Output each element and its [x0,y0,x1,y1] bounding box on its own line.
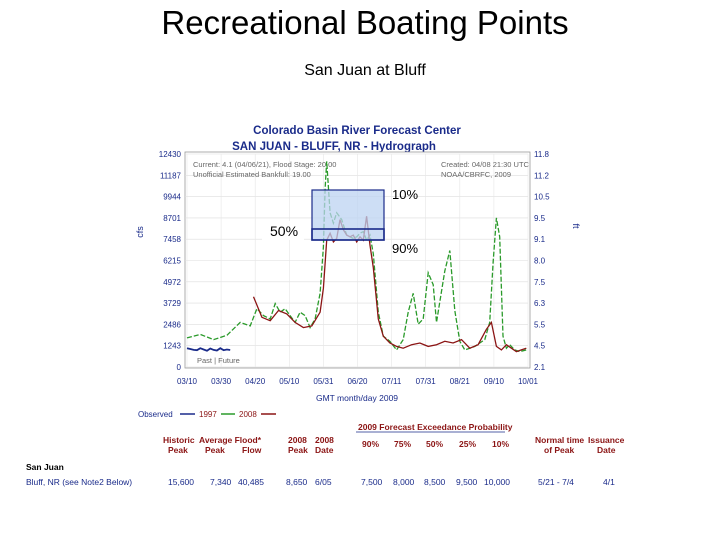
site-subname: Bluff, NR (see Note2 Below) [26,477,133,487]
p50-label: 50% [270,223,298,239]
series-line-2008 [252,216,527,353]
hdr-issuance-date: Date [597,445,616,455]
hdr-forecast: 2009 Forecast Exceedance Probability [358,422,513,432]
hdr-pct-50: 50% [426,439,444,449]
y-tick-label-right: 7.5 [534,278,546,287]
y-tick-label-right: 2.1 [534,363,546,372]
y-tick-label-left: 3729 [163,299,181,308]
site-name: San Juan [26,462,64,472]
legend-2008: 2008 [239,410,257,419]
hdr-pct-10: 10% [492,439,510,449]
y-tick-label-right: 9.5 [534,214,546,223]
hdr-normal-time: Normal time [535,435,585,445]
y-tick-label-right: 4.5 [534,342,546,351]
val-f90: 7,500 [361,477,383,487]
val-issuance: 4/1 [603,477,615,487]
y-axis-left-title: cfs [135,226,145,238]
past-future-label: Past | Future [197,356,240,365]
info-source: NOAA/CBRFC, 2009 [441,170,511,179]
x-axis-labels: 03/10 03/30 04/20 05/10 05/31 06/20 07/11 07/31… [177,377,539,386]
x-tick-label: 10/01 [518,377,539,386]
y-tick-label-right: 8.0 [534,257,546,266]
hdr-issuance: Issuance [588,435,625,445]
p90-label: 90% [392,241,418,256]
y-tick-label-left: 11187 [160,171,182,180]
hdr-pct-75: 75% [394,439,412,449]
y-tick-label-left: 8701 [163,214,181,223]
x-tick-label: 07/31 [416,377,437,386]
y-tick-label-left: 6215 [163,257,181,266]
y-axis-right-title: ft [571,223,581,229]
val-f25: 9,500 [456,477,478,487]
hdr-historic: Historic [163,435,195,445]
series-line-observed [186,347,231,352]
hdr-of-peak: of Peak [544,445,575,455]
exceedance-band [311,189,385,241]
y-tick-label-left: 4972 [163,278,181,287]
info-bankfull: Unofficial Estimated Bankfull: 19.00 [193,170,311,179]
val-avg-flow: 40,485 [238,477,264,487]
y-tick-label-right: 9.1 [534,235,546,244]
x-tick-label: 03/30 [211,377,232,386]
y-axis-left-labels: 0 1243 2486 3729 4972 6215 7458 8701 9944 11187 12… [159,150,182,372]
info-current: Current: 4.1 (04/06/21), Flood Stage: 20… [193,160,336,169]
hdr-peak-historic: Peak [168,445,188,455]
legend-1997: 1997 [199,410,217,419]
hdr-flow: Flow [242,445,262,455]
val-2008-peak: 8,650 [286,477,308,487]
x-tick-label: 07/11 [382,377,402,386]
val-avg-peak: 7,340 [210,477,232,487]
y-tick-label-left: 9944 [163,193,181,202]
x-tick-label: 03/10 [177,377,198,386]
y-axis-right-labels: 2.1 4.5 5.5 6.3 7.5 8.0 9.1 9.5 10.5 11.2 11.8 [534,150,550,372]
x-tick-label: 04/20 [245,377,266,386]
info-created: Created: 04/08 21:30 UTC [441,160,530,169]
y-tick-label-left: 12430 [159,150,182,159]
y-tick-label-left: 0 [177,363,182,372]
hdr-peak-2008: Peak [288,445,308,455]
y-tick-label-right: 10.5 [534,193,550,202]
y-tick-label-right: 5.5 [534,320,546,329]
val-f50: 8,500 [424,477,446,487]
x-tick-label: 09/10 [484,377,505,386]
y-tick-label-left: 7458 [163,235,181,244]
hdr-2008a: 2008 [288,435,307,445]
hdr-pct-25: 25% [459,439,477,449]
x-tick-label: 05/10 [279,377,300,386]
y-tick-label-right: 11.2 [534,171,550,180]
val-2008-date: 6/05 [315,477,332,487]
slide-subtitle: San Juan at Bluff [304,62,426,79]
slide-title: Recreational Boating Points [161,4,569,41]
chart-subtitle: SAN JUAN - BLUFF, NR - Hydrograph [232,141,436,153]
y-tick-label-left: 2486 [163,320,181,329]
hdr-2008b: 2008 [315,435,334,445]
x-tick-label: 05/31 [313,377,334,386]
hdr-date-2008: Date [315,445,334,455]
hdr-pct-90: 90% [362,439,380,449]
val-historic-peak: 15,600 [168,477,194,487]
y-tick-label-left: 1243 [163,342,181,351]
val-normal-time: 5/21 - 7/4 [538,477,574,487]
x-tick-label: 06/20 [347,377,368,386]
hdr-peak-avg: Peak [205,445,225,455]
chart-title: Colorado Basin River Forecast Center [253,125,461,137]
y-tick-label-right: 11.8 [534,150,550,159]
p10-label: 10% [392,187,418,202]
val-f10: 10,000 [484,477,510,487]
x-axis-title: GMT month/day 2009 [316,393,398,403]
p50-label-bg [262,221,304,240]
x-tick-label: 08/21 [450,377,471,386]
p90-box [311,228,385,241]
val-f75: 8,000 [393,477,415,487]
y-tick-label-right: 6.3 [534,299,546,308]
legend-observed: Observed [138,410,173,419]
hdr-avg-flood: Average Flood* [199,435,262,445]
